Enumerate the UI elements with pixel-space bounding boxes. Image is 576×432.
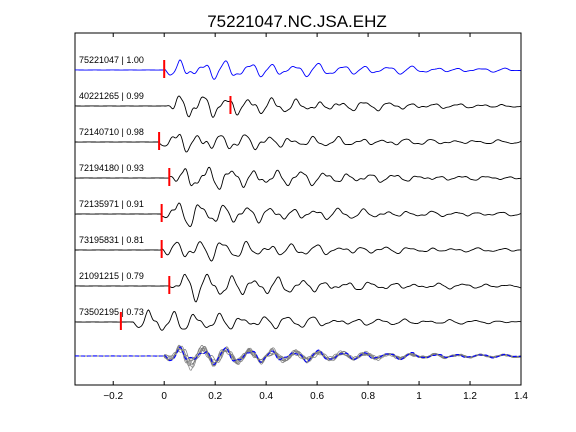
- trace-label-group: 75221047 | 1.00 40221265 | 0.99 72140710 |…: [79, 55, 144, 317]
- trace-line: [75, 202, 521, 228]
- trace-line: [74, 273, 521, 303]
- trace-line: [75, 95, 521, 118]
- trace-label: 21091215 | 0.79: [79, 271, 144, 281]
- x-tick-label: 0.6: [310, 391, 324, 402]
- trace-line: [74, 166, 521, 190]
- x-tick-label: 0: [161, 391, 167, 402]
- x-axis: −0.2 0 0.2 0.4 0.6 0.8 1 1.2 1.4: [103, 33, 528, 402]
- trace-label: 72140710 | 0.98: [79, 127, 144, 137]
- trace-line: [75, 133, 521, 153]
- trace-label: 73502195 | 0.73: [79, 307, 144, 317]
- trace-line: [75, 309, 521, 331]
- x-tick-label: 1: [416, 391, 422, 402]
- trace-label: 73195831 | 0.81: [79, 235, 144, 245]
- x-tick-label: 0.8: [361, 391, 375, 402]
- trace-line: [75, 59, 521, 80]
- x-tick-label: 0.2: [208, 391, 222, 402]
- x-tick-label: 1.4: [514, 391, 528, 402]
- x-tick-label: 1.2: [463, 391, 477, 402]
- x-tick-label: 0.4: [259, 391, 273, 402]
- x-tick-label: −0.2: [103, 391, 123, 402]
- trace-line: [75, 240, 521, 262]
- trace-label: 75221047 | 1.00: [79, 55, 144, 65]
- trace-label: 40221265 | 0.99: [79, 91, 144, 101]
- trace-label: 72135971 | 0.91: [79, 199, 144, 209]
- plot-area: 75221047 | 1.00 40221265 | 0.99 72140710 |…: [74, 32, 528, 402]
- axes-box: [74, 32, 522, 386]
- trace-label: 72194180 | 0.93: [79, 163, 144, 173]
- stack-reference-trace: [74, 346, 521, 365]
- trace-group: [74, 59, 521, 371]
- chart-title: 75221047.NC.JSA.EHZ: [207, 12, 387, 31]
